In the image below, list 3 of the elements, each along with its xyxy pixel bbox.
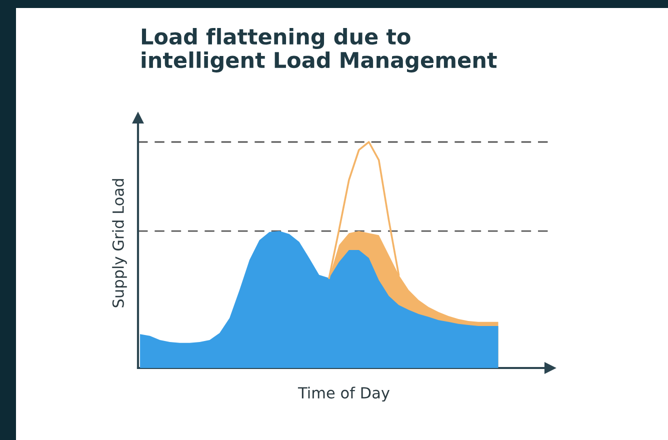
y-axis-title: Supply Grid Load [112,179,127,308]
x-axis-title: Time of Day [298,386,390,402]
chart-title: Load flattening due to intelligent Load Management [142,28,497,72]
